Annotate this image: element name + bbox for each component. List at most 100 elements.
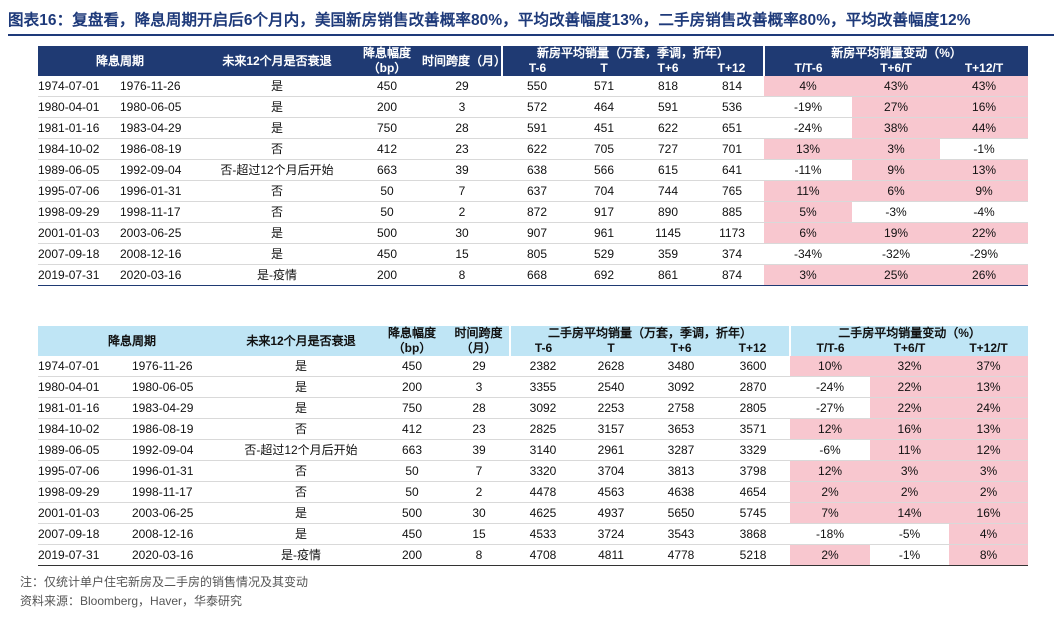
- cell-start-date: 1989-06-05: [38, 159, 120, 181]
- cell-avg-sales: 622: [636, 117, 701, 139]
- cell-sales-change: 25%: [852, 264, 941, 286]
- cell-avg-sales: 2253: [576, 397, 647, 419]
- cell-avg-sales: 451: [572, 117, 637, 139]
- table-row: 1981-01-16 1983-04-29 是 750 28 591 451 622 651 -2…: [38, 117, 1029, 139]
- cell-start-date: 1981-01-16: [38, 117, 120, 139]
- cell-recession: 是: [226, 397, 377, 419]
- cell-recession: 否: [226, 418, 377, 440]
- cell-sales-change: 37%: [949, 356, 1029, 377]
- header-cut: 降息幅度（bp）: [352, 46, 423, 76]
- cell-recession: 否: [202, 201, 353, 223]
- header-span: 时间跨度（月）: [422, 46, 503, 76]
- table-row: 1974-07-01 1976-11-26 是 450 29 550 571 818 814 4%…: [38, 76, 1029, 97]
- cell-sales-change: 3%: [852, 138, 941, 160]
- cell-start-date: 1995-07-06: [38, 180, 120, 202]
- cell-end-date: 2020-03-16: [132, 544, 227, 566]
- cell-avg-sales: 591: [636, 96, 701, 118]
- cell-time-span: 28: [422, 117, 503, 139]
- cell-time-span: 2: [422, 201, 503, 223]
- header-avg-col: T+6: [636, 61, 701, 76]
- cell-sales-change: -27%: [790, 397, 871, 419]
- cell-end-date: 1992-09-04: [132, 439, 227, 461]
- new-home-table-body: 1974-07-01 1976-11-26 是 450 29 550 571 818 814 4%…: [38, 76, 1029, 286]
- cell-sales-change: -34%: [764, 243, 853, 265]
- cell-sales-change: 2%: [870, 481, 950, 503]
- cell-avg-sales: 641: [700, 159, 765, 181]
- cell-avg-sales: 4478: [510, 481, 577, 503]
- cell-avg-sales: 3798: [716, 460, 791, 482]
- cell-sales-change: -32%: [852, 243, 941, 265]
- cell-sales-change: -18%: [790, 523, 871, 545]
- cell-sales-change: -24%: [790, 376, 871, 398]
- cell-rate-cut: 50: [352, 201, 423, 223]
- cell-recession: 是: [202, 117, 353, 139]
- header-recession: 未来12个月是否衰退: [226, 326, 377, 356]
- cell-recession: 否: [202, 180, 353, 202]
- cell-avg-sales: 591: [502, 117, 573, 139]
- header-avg-col: T+12: [716, 341, 791, 356]
- cell-rate-cut: 450: [376, 523, 449, 545]
- cell-rate-cut: 663: [352, 159, 423, 181]
- cell-avg-sales: 3868: [716, 523, 791, 545]
- header-avg-col: T-6: [509, 341, 577, 356]
- cell-sales-change: 43%: [852, 76, 941, 97]
- cell-end-date: 1986-08-19: [132, 418, 227, 440]
- cell-rate-cut: 750: [352, 117, 423, 139]
- cell-sales-change: -3%: [852, 201, 941, 223]
- cell-avg-sales: 668: [502, 264, 573, 286]
- header-avg-col: T: [572, 61, 637, 76]
- cell-end-date: 2008-12-16: [120, 243, 203, 265]
- cell-sales-change: 2%: [790, 481, 871, 503]
- cell-sales-change: 3%: [764, 264, 853, 286]
- table-row: 1998-09-29 1998-11-17 否 50 2 872 917 890 885 5% -3…: [38, 201, 1029, 223]
- cell-sales-change: 11%: [764, 180, 853, 202]
- cell-avg-sales: 2870: [716, 376, 791, 398]
- cell-recession: 是-疫情: [226, 544, 377, 566]
- existing-home-table-body: 1974-07-01 1976-11-26 是 450 29 2382 2628 3480 36…: [38, 356, 1029, 566]
- cell-start-date: 1974-07-01: [38, 76, 120, 97]
- cell-recession: 是: [226, 502, 377, 524]
- header-period: 降息周期: [38, 46, 203, 76]
- cell-avg-sales: 917: [572, 201, 637, 223]
- cell-sales-change: 6%: [764, 222, 853, 244]
- table-row: 2019-07-31 2020-03-16 是-疫情 200 8 4708 4811 4778…: [38, 544, 1029, 566]
- cell-sales-change: -19%: [764, 96, 853, 118]
- table-row: 1974-07-01 1976-11-26 是 450 29 2382 2628 3480 36…: [38, 356, 1029, 377]
- cell-time-span: 29: [422, 76, 503, 97]
- header-row: 降息周期 未来12个月是否衰退 降息幅度（bp） 时间跨度（月） 二手房平均销量…: [38, 326, 1029, 356]
- cell-time-span: 8: [422, 264, 503, 286]
- cell-time-span: 23: [448, 418, 511, 440]
- cell-avg-sales: 744: [636, 180, 701, 202]
- cell-avg-sales: 765: [700, 180, 765, 202]
- cell-avg-sales: 704: [572, 180, 637, 202]
- title-divider: [8, 34, 1054, 36]
- table-row: 1998-09-29 1998-11-17 否 50 2 4478 4563 4638 4654…: [38, 481, 1029, 503]
- cell-start-date: 1980-04-01: [38, 96, 120, 118]
- cell-avg-sales: 814: [700, 76, 765, 97]
- cell-rate-cut: 200: [352, 264, 423, 286]
- cell-rate-cut: 50: [352, 180, 423, 202]
- cell-avg-sales: 571: [572, 76, 637, 97]
- cell-avg-sales: 638: [502, 159, 573, 181]
- cell-sales-change: 14%: [870, 502, 950, 524]
- cell-sales-change: 16%: [870, 418, 950, 440]
- cell-avg-sales: 1145: [636, 222, 701, 244]
- cell-sales-change: 13%: [940, 159, 1029, 181]
- cell-avg-sales: 3140: [510, 439, 577, 461]
- cell-sales-change: 27%: [852, 96, 941, 118]
- cell-rate-cut: 500: [376, 502, 449, 524]
- new-home-sales-table: 降息周期 未来12个月是否衰退 降息幅度（bp） 时间跨度（月） 新房平均销量（…: [38, 46, 1029, 286]
- cell-avg-sales: 818: [636, 76, 701, 97]
- footnote: 注：仅统计单户住宅新房及二手房的销售情况及其变动: [20, 575, 309, 589]
- cell-time-span: 30: [448, 502, 511, 524]
- cell-end-date: 1976-11-26: [132, 356, 227, 377]
- cell-sales-change: -11%: [764, 159, 853, 181]
- cell-end-date: 2008-12-16: [132, 523, 227, 545]
- cell-start-date: 1984-10-02: [38, 418, 132, 440]
- source-note: 资料来源：Bloomberg，Haver，华泰研究: [20, 594, 243, 608]
- cell-avg-sales: 3653: [646, 418, 717, 440]
- header-chg-col: T+6/T: [852, 61, 941, 76]
- header-avg-col: T+12: [700, 61, 765, 76]
- cell-avg-sales: 874: [700, 264, 765, 286]
- table-row: 1980-04-01 1980-06-05 是 200 3 3355 2540 3092 287…: [38, 376, 1029, 398]
